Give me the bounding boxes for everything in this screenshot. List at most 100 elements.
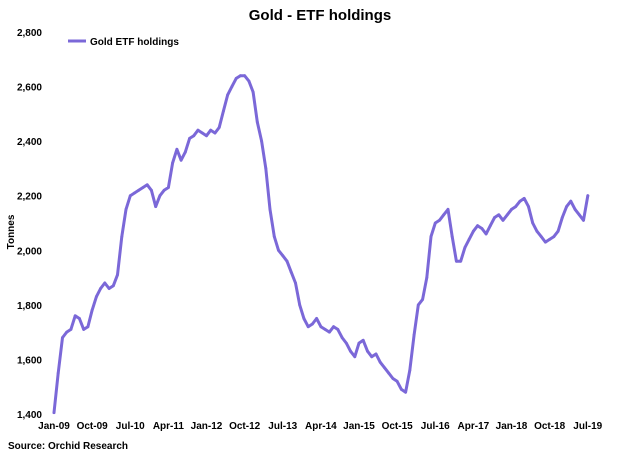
data-point [332,325,335,329]
y-tick-label: 1,800 [17,301,42,312]
data-point [493,216,496,219]
data-point [188,137,192,140]
data-point [433,221,437,225]
series-points [52,74,590,414]
data-point [552,235,556,239]
chart-title: Gold - ETF holdings [249,7,391,24]
data-point [344,341,348,345]
data-point [52,411,56,414]
data-point [302,317,306,320]
data-point [459,259,463,263]
data-point [133,191,136,195]
data-point [522,197,526,200]
data-point [183,150,187,154]
y-axis-title: Tonnes [6,214,17,249]
data-point [400,388,403,391]
data-point [78,317,81,320]
x-tick-label: Oct-15 [382,421,414,432]
data-point [243,74,247,78]
data-point [239,74,242,78]
data-point [154,205,158,209]
data-point [234,77,238,80]
data-point [251,90,255,94]
data-point [353,355,357,359]
data-point [328,330,331,334]
data-point [323,328,327,331]
y-tick-label: 2,600 [17,83,42,94]
data-point [531,221,535,225]
data-point [505,213,509,217]
data-point [90,308,94,312]
data-point [472,229,475,233]
y-tick-label: 2,200 [17,192,42,203]
data-point [450,235,454,239]
data-point [107,287,111,290]
data-point [289,270,293,274]
data-point [217,126,221,129]
data-point [467,238,471,241]
data-point [565,205,568,209]
data-point [556,229,560,233]
data-point [361,338,365,342]
data-point [560,216,564,219]
data-point [120,235,124,239]
data-point [488,224,492,228]
data-point [73,314,77,318]
data-point [569,199,573,203]
data-point [145,183,149,187]
data-point [179,158,183,162]
data-point [535,229,539,233]
x-tick-label: Jul-19 [573,421,602,432]
y-tick-label: 2,400 [17,137,42,148]
data-point [527,205,530,209]
x-tick-label: Apr-11 [153,421,185,432]
y-tick-label: 1,600 [17,355,42,366]
data-point [582,218,585,222]
data-point [340,336,344,339]
data-point [438,218,441,222]
x-axis-ticks: Jan-09 Oct-09 Jul-10 Apr-11 Jan-12 Oct-12 Jul-… [38,421,602,432]
data-point [99,287,102,290]
x-tick-label: Oct-09 [77,421,109,432]
data-point [387,371,391,375]
data-point [209,128,213,132]
x-tick-label: Jul-13 [268,421,297,432]
data-point [285,259,289,263]
data-point [230,85,234,88]
data-point [395,379,399,383]
x-tick-label: Jul-10 [116,421,145,432]
data-point [548,238,551,241]
data-point [366,349,369,353]
data-point [260,139,263,143]
x-tick-label: Apr-14 [305,421,337,432]
data-point [200,131,204,135]
data-point [501,218,505,222]
data-point [404,390,407,394]
data-point [412,333,416,337]
data-point [391,377,395,380]
x-tick-label: Oct-18 [534,421,566,432]
data-point [577,213,581,217]
data-point [476,224,479,228]
data-point [425,276,429,279]
data-point [167,186,170,189]
data-point [510,208,513,211]
data-point [294,281,297,285]
data-point [61,336,64,339]
series-line-gold-etf-holdings [52,74,590,415]
x-tick-label: Jan-15 [343,421,375,432]
data-point [277,248,280,252]
data-point [65,330,69,334]
data-point [383,366,386,369]
data-point [336,328,340,331]
x-tick-label: Jan-18 [496,421,528,432]
data-point [446,208,450,211]
data-point [586,194,590,198]
data-point [272,235,276,239]
data-point [103,281,107,285]
data-point [124,208,128,211]
y-tick-label: 1,400 [17,410,42,421]
data-point [158,194,162,198]
data-point [175,147,179,151]
